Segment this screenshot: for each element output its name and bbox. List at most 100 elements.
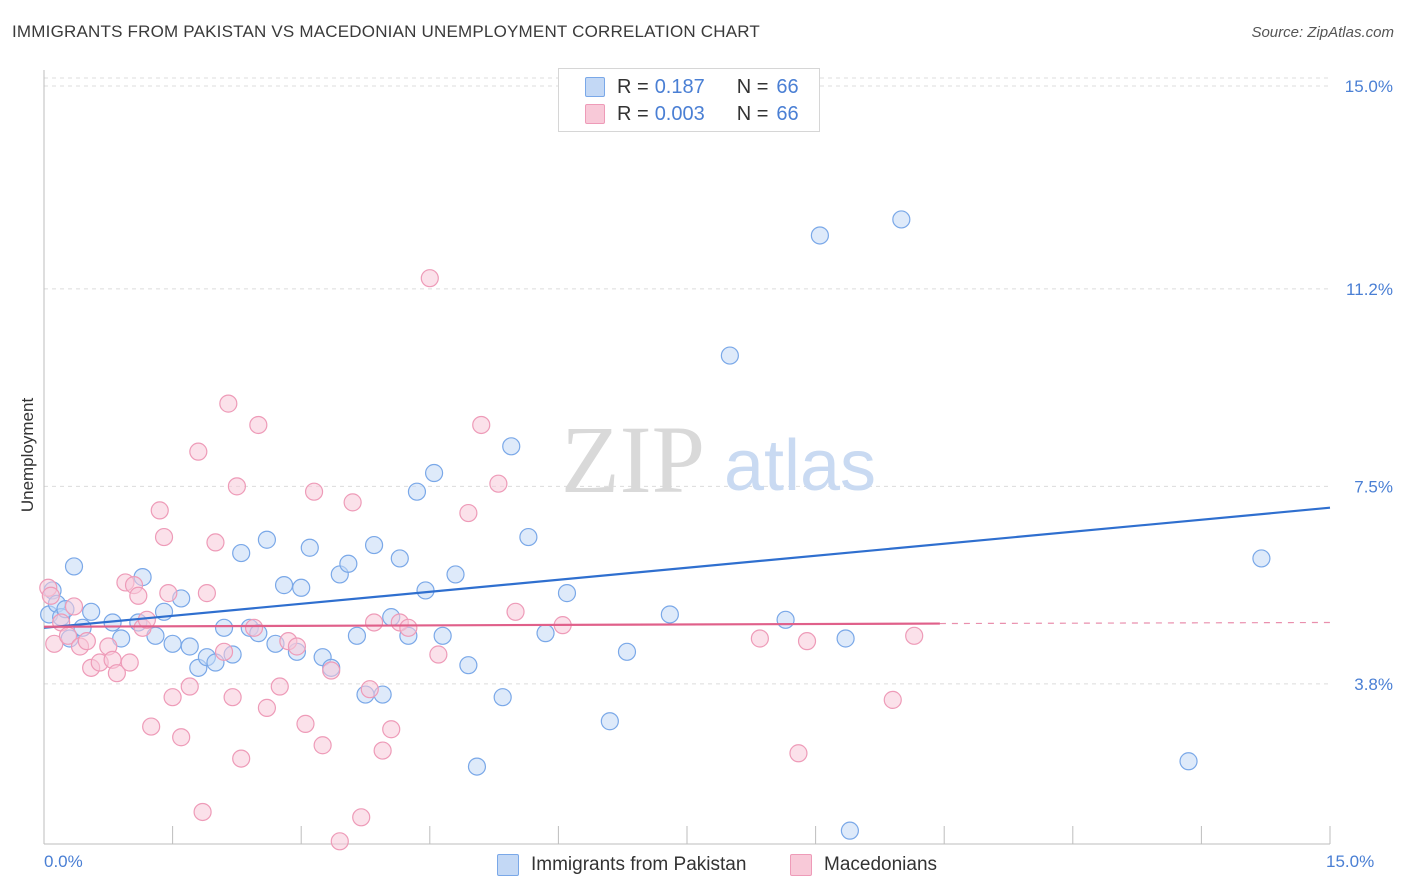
point-macedonians [45,634,64,653]
point-pakistan [536,624,555,643]
legend-row-pakistan: R = 0.187 N = 66 [585,74,799,100]
point-macedonians [287,637,307,656]
point-macedonians [41,586,60,605]
point-macedonians [472,415,491,435]
y-axis-label: Unemployment [18,397,37,513]
point-pakistan [257,530,277,549]
series-name-pakistan: Immigrants from Pakistan [531,854,747,875]
trend-extension-macedonians [939,621,1331,625]
x-tick-label-max: 15.0% [1326,852,1375,871]
axes [43,70,1331,845]
point-pakistan [300,538,319,557]
point-macedonians [750,629,769,648]
point-pakistan [407,482,427,501]
watermark: ZIP atlas [561,406,876,513]
legend-n-value-macedonians: 66 [776,102,799,125]
point-macedonians [107,664,126,683]
point-macedonians [313,736,332,755]
point-macedonians [489,474,508,493]
point-pakistan [467,757,487,776]
series-legend: Immigrants from Pakistan Macedonians [0,852,1406,878]
watermark-atlas: atlas [724,426,876,506]
point-pakistan [660,605,679,624]
correlation-legend: R = 0.187 N = 66 R = 0.003 N = 66 [558,68,820,132]
point-macedonians [219,394,238,413]
point-macedonians [459,503,478,523]
trend-lines [43,506,1331,629]
point-pakistan [1252,549,1271,568]
point-pakistan [180,637,199,656]
point-pakistan [493,688,512,707]
point-pakistan [82,602,101,621]
legend-n-label: N = [736,75,769,98]
point-macedonians [797,632,817,651]
watermark-zip: ZIP [561,406,705,513]
legend-r-value-macedonians: 0.003 [654,102,705,125]
point-macedonians [189,442,208,461]
point-pakistan [339,554,358,573]
point-pakistan [424,463,444,483]
y-tick-label: 11.2% [1346,280,1393,299]
y-tick-label: 7.5% [1354,477,1393,496]
legend-row-macedonians: R = 0.003 N = 66 [585,101,799,127]
legend-swatch-macedonians [585,104,605,124]
point-pakistan [433,626,452,645]
point-pakistan [810,226,829,245]
point-macedonians [506,602,525,621]
point-macedonians [270,677,289,696]
data-points [39,210,1271,851]
point-pakistan [840,821,859,840]
legend-n-label: N = [736,102,769,125]
point-macedonians [905,626,924,645]
series-legend-pakistan: Immigrants from Pakistan [497,852,746,878]
point-macedonians [360,680,379,699]
grid-lines [44,77,1330,685]
point-macedonians [180,677,199,696]
point-macedonians [373,741,392,760]
point-pakistan [292,578,311,597]
point-pakistan [214,618,234,637]
point-pakistan [1179,752,1198,771]
point-pakistan [446,565,465,584]
point-pakistan [617,642,637,661]
point-macedonians [883,690,902,709]
point-macedonians [159,584,178,603]
point-pakistan [557,584,577,603]
point-pakistan [390,549,409,568]
point-macedonians [142,717,161,736]
point-macedonians [296,714,315,733]
series-swatch-pakistan [497,854,519,876]
point-macedonians [420,269,439,288]
y-tick-labels: 3.8% 7.5% 11.2% 15.0% [1345,77,1393,694]
chart-title: IMMIGRANTS FROM PAKISTAN VS MACEDONIAN U… [12,22,761,41]
legend-r-label: R = [617,102,649,125]
point-macedonians [322,661,341,680]
point-macedonians [244,618,264,637]
y-tick-label: 3.8% [1354,675,1393,694]
point-macedonians [789,744,808,763]
point-macedonians [343,493,362,512]
point-pakistan [416,581,435,600]
source-credit: Source: ZipAtlas.com [1251,24,1394,41]
point-macedonians [304,482,324,501]
point-pakistan [364,535,384,555]
point-macedonians [352,808,371,827]
trend-line-pakistan [43,506,1331,629]
point-macedonians [429,645,448,664]
point-macedonians [257,698,277,717]
point-macedonians [129,586,148,605]
point-pakistan [519,527,538,547]
point-pakistan [600,712,619,731]
point-macedonians [399,618,418,637]
point-pakistan [64,557,84,576]
legend-n-value-pakistan: 66 [776,75,799,98]
point-pakistan [892,210,911,229]
series-name-macedonians: Macedonians [824,854,938,875]
point-pakistan [459,656,478,675]
y-tick-label: 15.0% [1345,77,1393,96]
point-macedonians [163,688,182,707]
point-macedonians [206,533,225,552]
point-macedonians [223,688,242,707]
x-tick-label-min: 0.0% [44,852,83,871]
